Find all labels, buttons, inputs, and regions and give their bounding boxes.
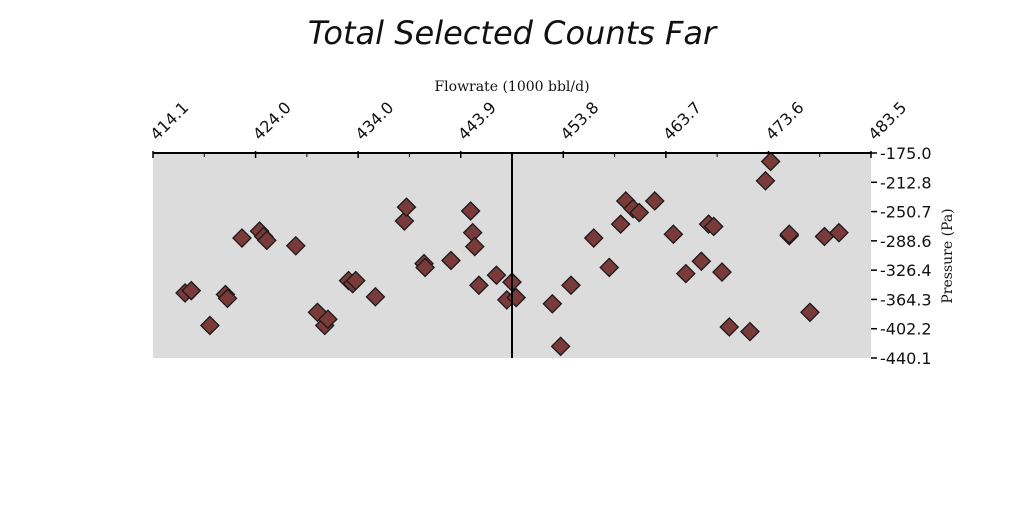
data-point: [181, 280, 202, 301]
y-tick-label: -250.7: [880, 203, 932, 222]
y-axis: -175.0 -212.8 -250.7 -288.6 -326.4 -364.3 -402…: [871, 144, 932, 368]
data-point: [460, 201, 481, 221]
data-point: [760, 151, 781, 172]
data-point: [464, 236, 485, 257]
y-tick-label: -288.6: [880, 232, 932, 251]
x-tick-label: 434.0: [352, 98, 398, 144]
data-point: [610, 214, 631, 235]
data-point: [800, 302, 820, 323]
data-point: [583, 228, 604, 248]
x-axis: 414.1 424.0 434.0 443.9 453.8 463.7 473.6 483.5: [146, 98, 910, 158]
data-point: [599, 257, 620, 278]
data-point: [644, 191, 665, 211]
data-point: [550, 336, 571, 357]
y-tick-label: -402.2: [880, 320, 932, 339]
y-tick-label: -364.3: [880, 290, 932, 309]
data-point: [365, 286, 386, 307]
x-tick-label: 483.5: [864, 98, 910, 144]
data-point: [486, 265, 507, 286]
data-point: [719, 317, 740, 337]
data-point: [629, 202, 650, 223]
y-tick-label: -440.1: [880, 349, 932, 368]
y-tick-label: -326.4: [880, 261, 932, 280]
data-point: [232, 228, 252, 248]
x-tick-label: 463.7: [659, 98, 705, 144]
data-point: [199, 315, 220, 336]
y-tick-label: -175.0: [880, 144, 932, 163]
data-point: [396, 197, 417, 218]
data-point: [394, 211, 415, 231]
chart-title: Total Selected Counts Far: [308, 14, 718, 52]
data-point: [675, 263, 696, 284]
x-tick-label: 453.8: [557, 98, 603, 144]
data-point: [345, 270, 366, 291]
data-point: [561, 275, 581, 296]
data-point: [703, 216, 724, 237]
x-tick-label: 424.0: [249, 98, 295, 144]
data-point: [740, 321, 760, 342]
data-point: [285, 235, 306, 256]
data-point: [256, 230, 277, 251]
x-tick-label: 443.9: [454, 98, 500, 144]
data-point: [663, 224, 684, 245]
data-point: [712, 262, 732, 283]
data-point: [779, 224, 800, 245]
x-axis-label: Flowrate (1000 bbl/d): [434, 79, 589, 95]
x-tick-label: 473.6: [762, 98, 808, 144]
data-point: [755, 170, 776, 191]
x-tick-label: 414.1: [146, 98, 192, 144]
y-axis-label: Pressure (Pa): [940, 208, 956, 303]
data-point: [415, 257, 436, 278]
data-point: [829, 222, 849, 243]
y-tick-label: -212.8: [880, 173, 932, 192]
data-point: [691, 251, 712, 272]
data-point: [542, 293, 563, 314]
data-point: [217, 288, 238, 309]
data-point: [468, 275, 489, 296]
data-point: [317, 309, 338, 330]
data-point: [441, 250, 461, 271]
